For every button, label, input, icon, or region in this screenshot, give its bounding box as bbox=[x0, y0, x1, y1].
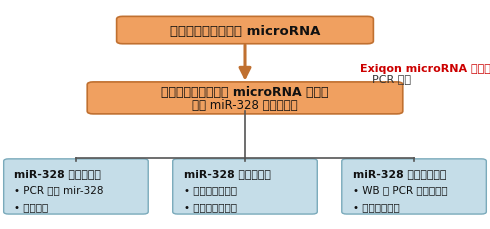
Text: miR-328 功能研究：: miR-328 功能研究： bbox=[183, 168, 270, 178]
Text: • 报告基因检测: • 报告基因检测 bbox=[353, 201, 399, 211]
Text: miR-328 靶基因研究：: miR-328 靶基因研究： bbox=[353, 168, 446, 178]
Text: 确定 miR-328 为研究重点: 确定 miR-328 为研究重点 bbox=[192, 99, 298, 112]
Text: • PCR 检测 mir-328: • PCR 检测 mir-328 bbox=[14, 184, 104, 194]
Text: 预测靶标基因，推测 microRNA 功能；: 预测靶标基因，推测 microRNA 功能； bbox=[161, 86, 329, 98]
FancyBboxPatch shape bbox=[87, 82, 403, 114]
Text: • WB 和 PCR 检测靶基因: • WB 和 PCR 检测靶基因 bbox=[353, 184, 447, 194]
FancyBboxPatch shape bbox=[342, 159, 486, 214]
Text: • 原位杂交: • 原位杂交 bbox=[14, 201, 49, 211]
Text: 筛选明显差异表达的 microRNA: 筛选明显差异表达的 microRNA bbox=[170, 25, 320, 37]
FancyBboxPatch shape bbox=[3, 159, 148, 214]
Text: PCR 验证: PCR 验证 bbox=[372, 74, 412, 84]
Text: • 转基因小鼠实验: • 转基因小鼠实验 bbox=[183, 184, 237, 194]
Text: • 腺病毒转染实验: • 腺病毒转染实验 bbox=[183, 201, 237, 211]
FancyBboxPatch shape bbox=[172, 159, 318, 214]
Text: Exiqon microRNA 芯片；: Exiqon microRNA 芯片； bbox=[360, 64, 490, 74]
Text: miR-328 表达验证：: miR-328 表达验证： bbox=[14, 168, 101, 178]
FancyBboxPatch shape bbox=[117, 17, 373, 44]
